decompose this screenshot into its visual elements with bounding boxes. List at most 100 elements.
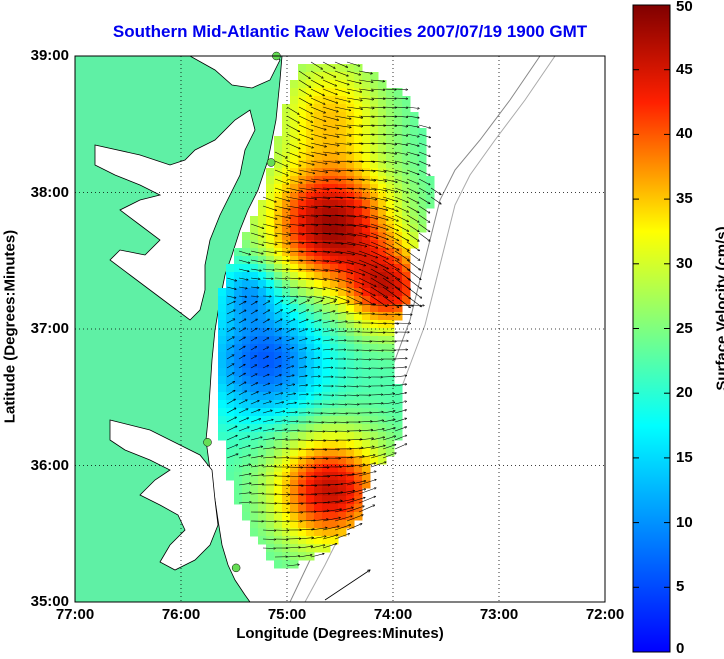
velocity-cell bbox=[338, 88, 347, 97]
velocity-cell bbox=[386, 392, 395, 401]
velocity-cell bbox=[362, 280, 371, 289]
velocity-arrow bbox=[310, 223, 331, 225]
velocity-arrow bbox=[238, 400, 247, 405]
velocity-cell bbox=[290, 528, 299, 537]
velocity-cell bbox=[330, 512, 339, 521]
velocity-arrow bbox=[358, 505, 375, 513]
velocity-cell bbox=[314, 256, 323, 265]
velocity-cell bbox=[258, 376, 267, 385]
velocity-arrow bbox=[322, 124, 339, 129]
velocity-cell bbox=[250, 288, 259, 297]
velocity-cell bbox=[226, 448, 235, 457]
velocity-cell bbox=[298, 400, 307, 409]
velocity-cell bbox=[266, 304, 275, 313]
velocity-arrow bbox=[298, 88, 311, 96]
velocity-cell bbox=[266, 504, 275, 513]
velocity-arrow bbox=[322, 509, 342, 513]
velocity-cell bbox=[266, 344, 275, 353]
velocity-cell bbox=[242, 456, 251, 465]
velocity-arrow bbox=[262, 539, 276, 540]
velocity-arrow bbox=[394, 367, 407, 368]
velocity-arrow bbox=[370, 178, 387, 181]
velocity-cell bbox=[250, 472, 259, 481]
velocity-cell bbox=[322, 200, 331, 209]
velocity-arrow bbox=[250, 475, 264, 477]
velocity-cell bbox=[386, 152, 395, 161]
velocity-cell bbox=[322, 96, 331, 105]
velocity-arrow bbox=[226, 445, 238, 450]
velocity-cell bbox=[354, 104, 363, 113]
velocity-arrow bbox=[382, 205, 398, 211]
velocity-arrow bbox=[286, 357, 294, 360]
velocity-arrow bbox=[358, 125, 374, 126]
velocity-cell bbox=[274, 184, 283, 193]
velocity-cell bbox=[402, 200, 411, 209]
velocity-cell bbox=[250, 424, 259, 433]
velocity-arrow bbox=[334, 404, 347, 405]
velocity-cell bbox=[274, 296, 283, 305]
velocity-arrow bbox=[382, 241, 399, 250]
velocity-cell bbox=[306, 232, 315, 241]
velocity-arrow bbox=[286, 214, 304, 217]
velocity-cell bbox=[282, 560, 291, 569]
velocity-cell bbox=[338, 464, 347, 473]
velocity-cell bbox=[298, 488, 307, 497]
velocity-cell bbox=[338, 520, 347, 529]
velocity-cell bbox=[282, 360, 291, 369]
velocity-cell bbox=[410, 152, 419, 161]
velocity-cell bbox=[418, 216, 427, 225]
velocity-arrow bbox=[334, 499, 354, 504]
velocity-arrow bbox=[250, 337, 257, 342]
velocity-cell bbox=[226, 360, 235, 369]
velocity-cell bbox=[258, 488, 267, 497]
velocity-arrow bbox=[334, 277, 352, 283]
velocity-arrow bbox=[310, 142, 327, 147]
velocity-arrow bbox=[298, 348, 307, 351]
velocity-arrow bbox=[346, 497, 365, 504]
velocity-cell bbox=[378, 432, 387, 441]
velocity-cell bbox=[378, 344, 387, 353]
velocity-cell bbox=[282, 400, 291, 409]
velocity-arrow bbox=[370, 107, 385, 108]
velocity-arrow bbox=[310, 467, 329, 468]
velocity-cell bbox=[354, 456, 363, 465]
velocity-arrow bbox=[346, 143, 363, 144]
velocity-cell bbox=[306, 264, 315, 273]
velocity-cell bbox=[378, 312, 387, 321]
velocity-cell bbox=[362, 88, 371, 97]
velocity-cell bbox=[314, 104, 323, 113]
velocity-arrow bbox=[370, 160, 386, 162]
velocity-arrow bbox=[382, 214, 398, 221]
velocity-arrow bbox=[298, 124, 313, 131]
velocity-cell bbox=[298, 152, 307, 161]
velocity-arrow bbox=[346, 395, 359, 396]
velocity-cell bbox=[386, 184, 395, 193]
velocity-arrow bbox=[322, 286, 338, 291]
velocity-cell bbox=[362, 80, 371, 89]
velocity-arrow bbox=[322, 268, 340, 272]
velocity-cell bbox=[362, 128, 371, 137]
velocity-cell bbox=[338, 256, 347, 265]
velocity-cell bbox=[346, 336, 355, 345]
velocity-cell bbox=[394, 296, 403, 305]
velocity-cell bbox=[274, 136, 283, 145]
velocity-cell bbox=[242, 488, 251, 497]
velocity-arrow bbox=[346, 232, 367, 237]
velocity-arrow bbox=[394, 241, 409, 251]
velocity-arrow bbox=[358, 106, 374, 108]
velocity-cell bbox=[330, 224, 339, 233]
velocity-arrow bbox=[370, 151, 386, 153]
velocity-cell bbox=[402, 272, 411, 281]
velocity-cell bbox=[338, 168, 347, 177]
velocity-cell bbox=[370, 152, 379, 161]
velocity-arrow bbox=[286, 115, 299, 123]
velocity-cell bbox=[370, 88, 379, 97]
velocity-arrow bbox=[382, 453, 396, 459]
velocity-arrow bbox=[298, 277, 314, 279]
velocity-cell bbox=[346, 176, 355, 185]
velocity-cell bbox=[362, 312, 371, 321]
velocity-arrow bbox=[250, 484, 264, 485]
velocity-arrow bbox=[406, 232, 419, 241]
velocity-arrow bbox=[394, 151, 408, 155]
velocity-cell bbox=[290, 248, 299, 257]
